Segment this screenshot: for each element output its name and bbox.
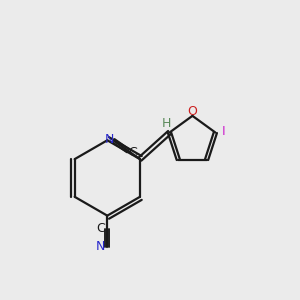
Text: C: C	[97, 222, 105, 235]
Text: N: N	[96, 240, 106, 253]
Text: I: I	[222, 124, 226, 138]
Text: C: C	[129, 146, 137, 159]
Text: O: O	[188, 105, 197, 118]
Text: H: H	[161, 117, 171, 130]
Text: N: N	[105, 133, 114, 146]
